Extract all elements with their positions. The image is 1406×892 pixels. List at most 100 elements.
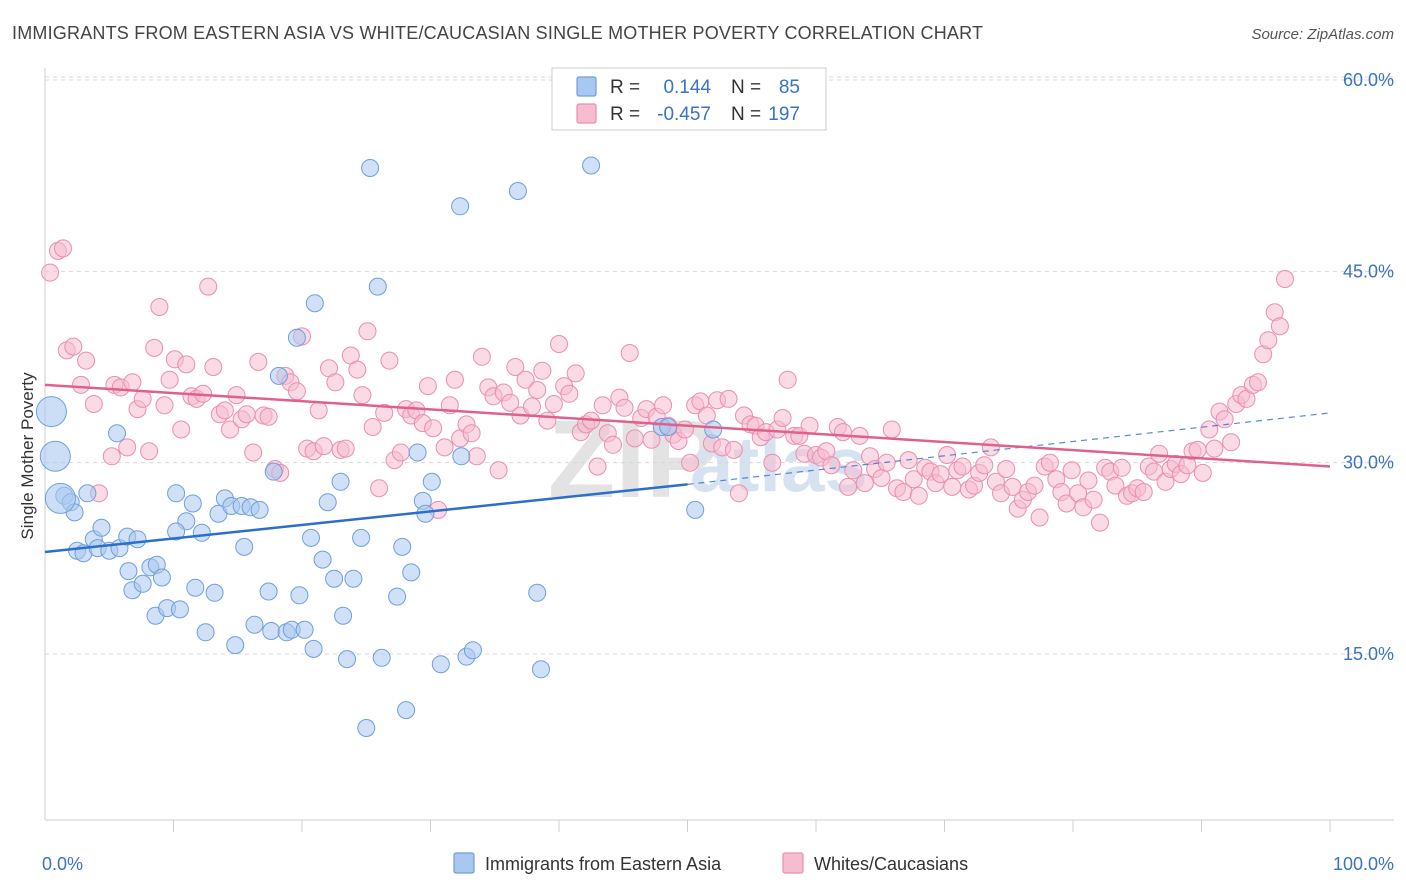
bottom-legend-blue-label: Immigrants from Eastern Asia <box>485 854 722 874</box>
data-point <box>1215 410 1234 429</box>
data-point <box>1188 440 1207 459</box>
data-point <box>550 335 568 353</box>
data-point <box>909 486 928 505</box>
data-point <box>625 429 644 448</box>
data-point <box>1106 476 1125 495</box>
data-point <box>334 606 353 625</box>
data-point <box>160 370 179 389</box>
data-point <box>729 484 748 503</box>
correlation-legend: R = 0.144 N = 85 R = -0.457 N = 197 <box>551 67 827 131</box>
data-point-large <box>39 440 71 472</box>
data-point <box>199 277 218 296</box>
data-point <box>904 470 923 489</box>
data-point <box>435 438 454 457</box>
data-point <box>855 474 874 493</box>
data-point <box>763 453 782 472</box>
data-point-large <box>44 482 76 514</box>
data-point <box>259 582 278 601</box>
data-point <box>452 447 471 466</box>
data-point <box>368 277 387 296</box>
data-point <box>445 370 464 389</box>
data-point <box>309 401 328 420</box>
data-point <box>152 568 171 587</box>
data-point <box>226 636 245 655</box>
data-point <box>128 530 147 549</box>
data-point <box>516 370 535 389</box>
data-point <box>422 472 441 491</box>
data-point <box>264 462 283 481</box>
data-point <box>1062 461 1081 480</box>
data-point <box>1276 270 1294 288</box>
data-point <box>467 447 486 466</box>
data-point <box>325 569 344 588</box>
data-point <box>418 377 437 396</box>
data-point <box>402 563 421 582</box>
data-point <box>704 420 723 439</box>
data-point <box>235 537 254 556</box>
data-point <box>77 351 96 370</box>
trend-lines <box>44 383 1331 554</box>
data-point <box>943 477 962 496</box>
data-point <box>295 620 314 639</box>
data-point <box>588 457 607 476</box>
data-point <box>615 398 634 417</box>
data-point <box>118 438 137 457</box>
data-point <box>372 648 391 667</box>
legend-pink-swatch <box>576 103 597 124</box>
data-point <box>348 360 367 379</box>
data-point <box>259 407 278 426</box>
data-point <box>204 358 223 376</box>
legend-pink-r-value: -0.457 <box>657 104 711 125</box>
legend-box <box>551 67 827 131</box>
data-point <box>287 382 306 401</box>
data-point <box>393 537 412 556</box>
data-point <box>123 373 142 392</box>
data-point <box>532 660 550 679</box>
pink-trend-line <box>44 383 1331 468</box>
data-point <box>1134 483 1153 501</box>
data-point <box>172 420 191 439</box>
data-point <box>352 528 371 547</box>
data-point <box>133 389 152 408</box>
data-point <box>196 623 215 642</box>
data-point <box>287 328 306 347</box>
data-point <box>326 373 345 392</box>
data-point <box>397 701 416 720</box>
data-point <box>822 456 841 475</box>
data-point <box>108 424 126 443</box>
y-axis-label: Single Mother Poverty <box>18 372 37 540</box>
data-point <box>560 384 579 403</box>
data-point <box>119 562 138 581</box>
data-point <box>391 443 410 462</box>
data-point <box>221 420 239 439</box>
data-point <box>1193 463 1212 482</box>
data-point <box>269 366 288 385</box>
data-point <box>528 381 547 399</box>
data-point <box>582 156 601 175</box>
legend-pink-n-value: 197 <box>768 104 800 125</box>
x-tick-label: 0.0% <box>42 854 83 874</box>
data-point <box>102 447 121 466</box>
legend-blue-r-label: R = <box>610 77 640 98</box>
grid-lines: 15.0% 30.0% 45.0% 60.0% <box>45 70 1394 664</box>
data-point <box>642 430 661 449</box>
data-point <box>839 477 858 496</box>
data-point <box>451 197 470 216</box>
data-point <box>834 423 852 442</box>
data-point <box>78 484 97 503</box>
data-point <box>304 639 323 658</box>
chart-title: IMMIGRANTS FROM EASTERN ASIA VS WHITE/CA… <box>12 23 983 43</box>
bottom-legend-pink-swatch <box>782 852 804 874</box>
data-point <box>1079 471 1098 490</box>
blue-series-points <box>35 156 723 737</box>
data-point <box>778 370 797 389</box>
data-point <box>544 395 563 413</box>
data-point <box>313 550 332 569</box>
legend-blue-n-label: N = <box>731 77 761 98</box>
data-point <box>472 347 491 366</box>
data-point <box>872 469 891 487</box>
data-point <box>882 420 901 439</box>
data-point <box>215 401 234 420</box>
data-point <box>72 375 90 394</box>
